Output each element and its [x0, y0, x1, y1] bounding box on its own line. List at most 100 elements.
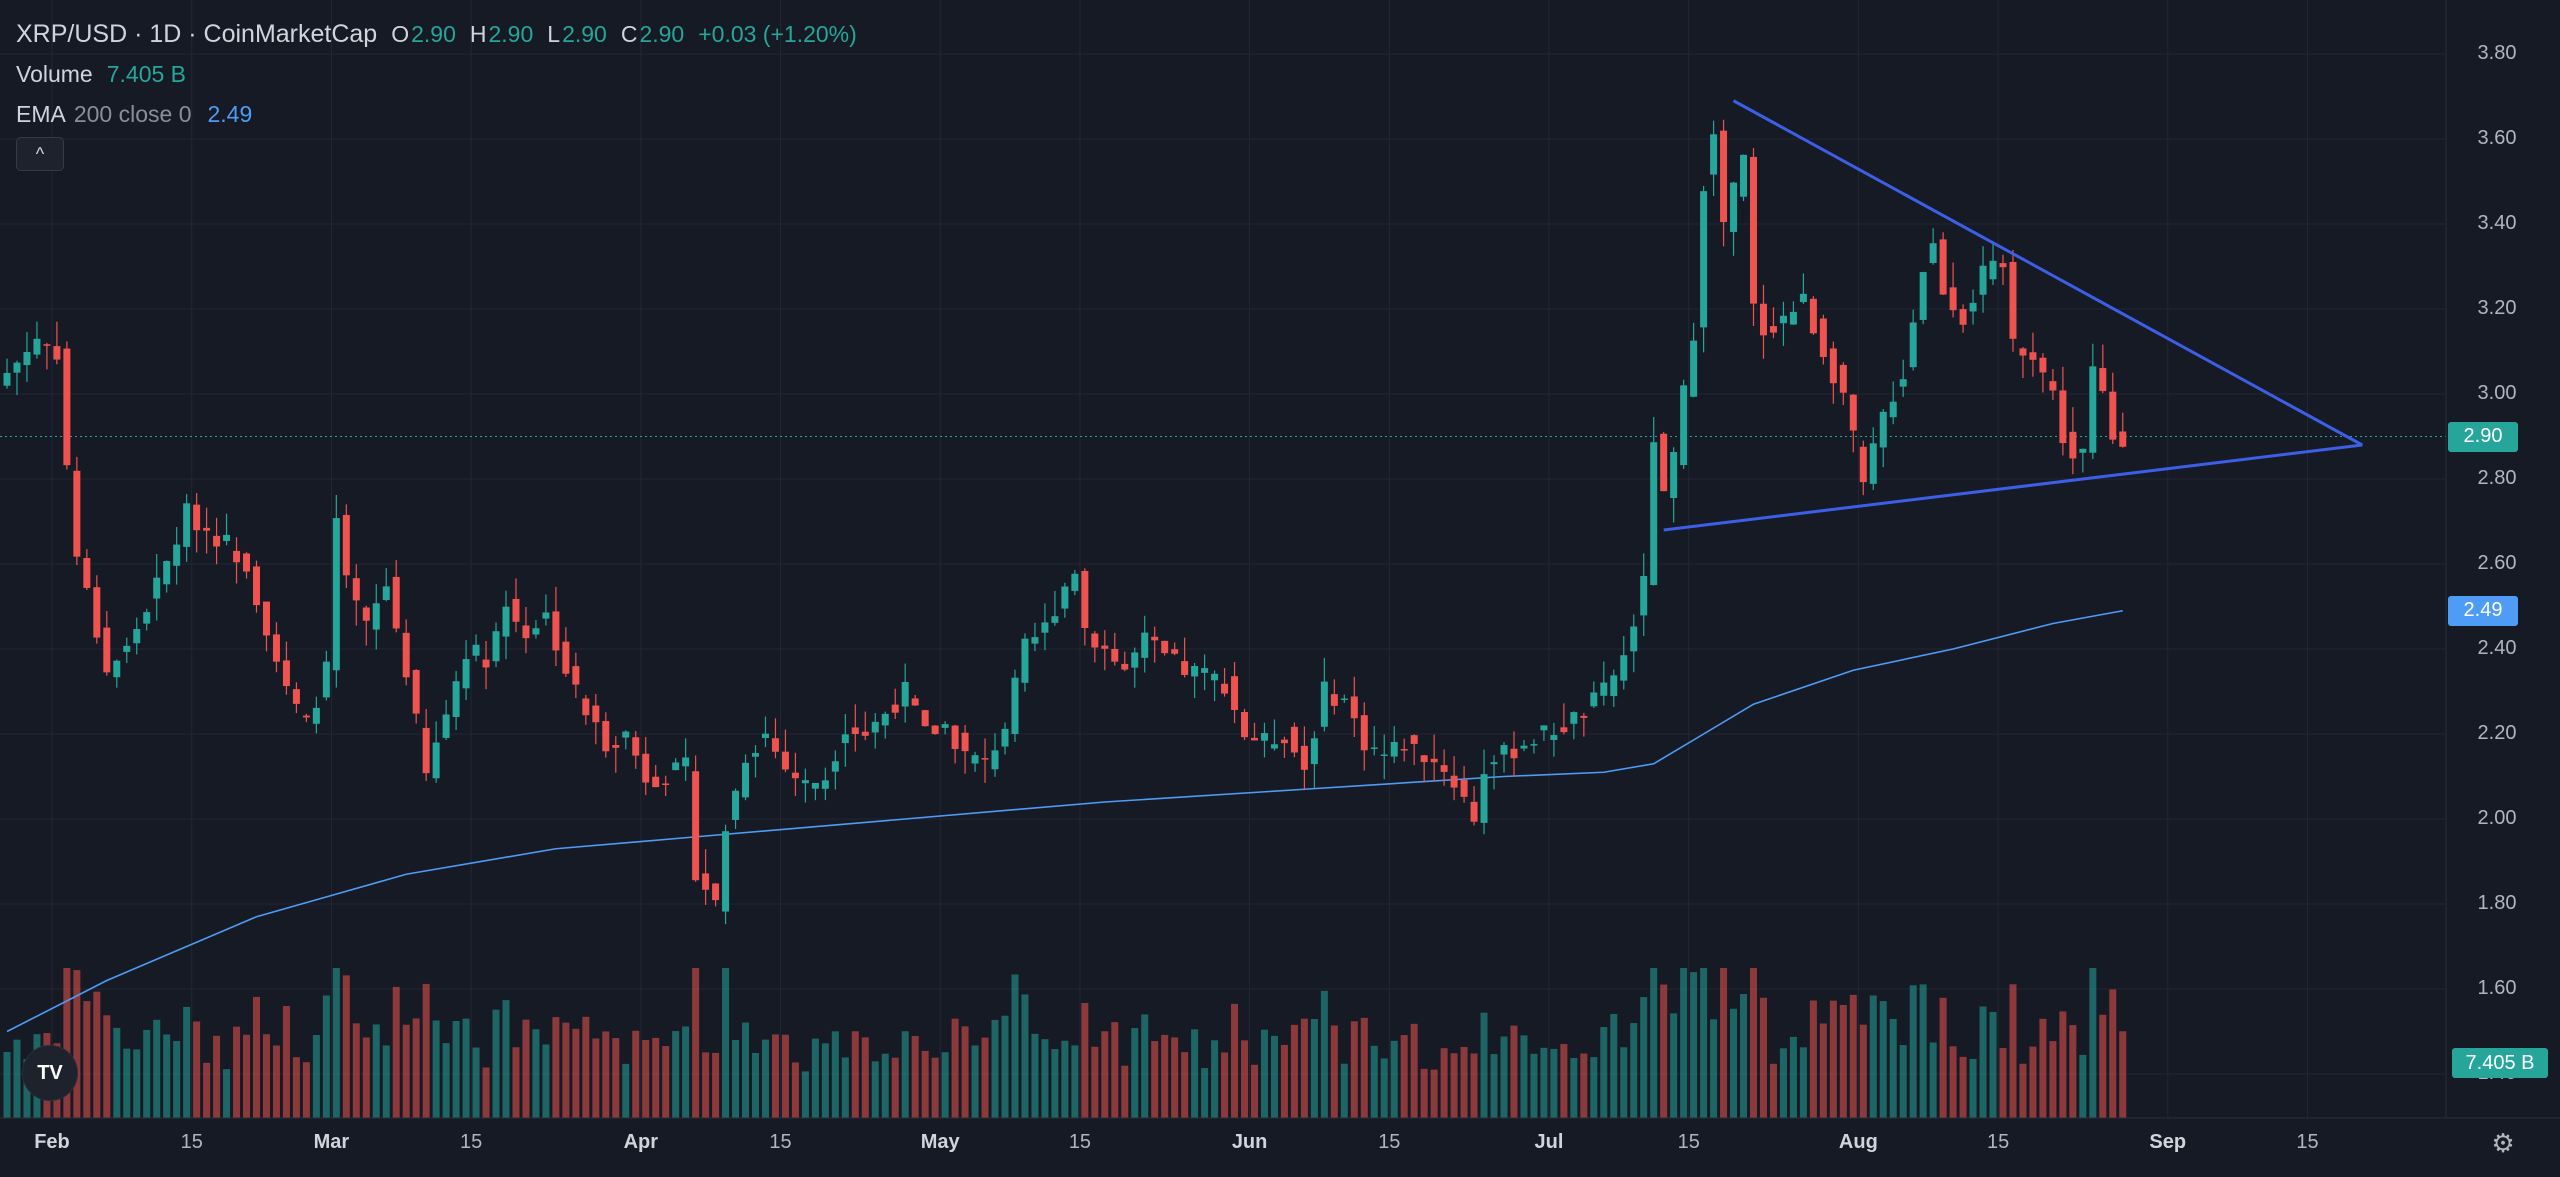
- candle-body: [1480, 774, 1488, 823]
- candle-body: [1500, 745, 1508, 755]
- candle-body: [1211, 673, 1219, 681]
- volume-bar: [1670, 1013, 1678, 1118]
- volume-bar: [402, 1024, 410, 1118]
- candle-body: [63, 348, 71, 466]
- candle-body: [761, 733, 769, 738]
- candle-body: [1620, 655, 1628, 681]
- volume-bar: [173, 1040, 181, 1118]
- volume-bar: [1241, 1040, 1249, 1118]
- candle-body: [522, 625, 530, 639]
- candle-body: [1241, 712, 1249, 738]
- candle-body: [1740, 154, 1748, 197]
- candle-body: [1750, 156, 1757, 304]
- volume-bar: [1570, 1058, 1578, 1118]
- candle-body: [1889, 401, 1897, 418]
- volume-bar: [1769, 1063, 1777, 1118]
- volume-bar: [1420, 1068, 1428, 1118]
- candle-body: [1949, 287, 1957, 311]
- candle-body: [3, 372, 11, 386]
- candle-body: [382, 586, 390, 600]
- collapse-legend-button[interactable]: ^: [16, 137, 64, 171]
- candle-body: [243, 553, 251, 572]
- volume-bar: [1121, 1065, 1129, 1118]
- candle-body: [1181, 661, 1189, 675]
- volume-bar: [1131, 1028, 1139, 1118]
- volume-bar: [921, 1050, 929, 1118]
- volume-bar: [412, 1018, 420, 1118]
- candle-body: [1670, 452, 1678, 498]
- candle-body: [262, 601, 270, 636]
- volume-bar: [492, 1009, 500, 1118]
- volume-bar: [1051, 1049, 1059, 1118]
- candle-body: [183, 503, 191, 547]
- volume-bar: [1809, 1000, 1817, 1118]
- candle-body: [592, 705, 600, 723]
- candle-body: [1430, 758, 1438, 763]
- candle-body: [1979, 265, 1987, 295]
- volume-bar: [901, 1031, 909, 1118]
- candle-body: [1590, 692, 1598, 707]
- volume-bar: [542, 1044, 550, 1118]
- candle-body: [1490, 762, 1498, 765]
- volume-bar: [2069, 1025, 2077, 1118]
- settings-icon[interactable]: ⚙: [2491, 1127, 2515, 1158]
- volume-bar: [223, 1069, 231, 1118]
- open-value: 2.90: [411, 21, 456, 47]
- volume-bar: [2049, 1041, 2057, 1118]
- volume-bar: [692, 968, 700, 1118]
- candle-body: [1151, 636, 1159, 641]
- candle-body: [2119, 431, 2127, 447]
- volume-bar: [452, 1021, 460, 1118]
- volume-bar: [1101, 1031, 1109, 1118]
- volume-bar: [1031, 1033, 1039, 1118]
- candle-body: [1680, 385, 1688, 466]
- volume-bar: [662, 1046, 670, 1118]
- candle-body: [1859, 446, 1867, 483]
- volume-bar: [811, 1038, 819, 1118]
- candle-body: [133, 629, 141, 644]
- candle-body: [1370, 747, 1378, 749]
- candle-body: [552, 611, 560, 651]
- candle-body: [1969, 302, 1977, 312]
- symbol-title[interactable]: XRP/USD · 1D · CoinMarketCap: [16, 20, 378, 48]
- candle-body: [1869, 443, 1877, 484]
- volume-bar: [1191, 1029, 1199, 1118]
- candle-body: [851, 727, 859, 734]
- candle-body: [1799, 293, 1807, 303]
- volume-bar: [2099, 1014, 2107, 1118]
- tradingview-logo[interactable]: TV: [22, 1045, 78, 1101]
- volume-bar: [1370, 1045, 1378, 1118]
- candle-body: [203, 527, 211, 531]
- ema-row[interactable]: EMA 200 close 0 2.49: [16, 94, 857, 134]
- candle-body: [1071, 573, 1079, 591]
- volume-bar: [682, 1026, 690, 1118]
- volume-bar: [1939, 997, 1947, 1118]
- candle-body: [193, 504, 201, 531]
- volume-bar: [1720, 968, 1728, 1118]
- candle-body: [1320, 681, 1328, 727]
- candle-body: [1660, 433, 1668, 492]
- volume-bar: [1061, 1040, 1069, 1118]
- volume-bar: [123, 1048, 131, 1118]
- price-tick-label: 3.40: [2477, 212, 2517, 234]
- volume-bar: [2039, 1018, 2047, 1118]
- volume-bar: [761, 1039, 769, 1118]
- candle-body: [1909, 322, 1917, 368]
- candle-body: [1730, 182, 1738, 232]
- volume-bar: [1041, 1039, 1049, 1118]
- candle-body: [702, 873, 710, 890]
- volume-bar: [1969, 1058, 1977, 1118]
- volume-bar: [1839, 1004, 1847, 1118]
- candle-body: [322, 661, 330, 698]
- volume-label: Volume: [16, 61, 93, 87]
- candle-body: [13, 362, 21, 373]
- candle-body: [1121, 663, 1129, 670]
- volume-row[interactable]: Volume 7.405 B: [16, 54, 857, 94]
- candle-body: [1769, 326, 1777, 333]
- candle-body: [1031, 637, 1039, 644]
- candle-body: [2049, 381, 2057, 391]
- volume-bar: [861, 1037, 869, 1118]
- volume-bar: [342, 975, 350, 1118]
- volume-bar: [482, 1067, 490, 1118]
